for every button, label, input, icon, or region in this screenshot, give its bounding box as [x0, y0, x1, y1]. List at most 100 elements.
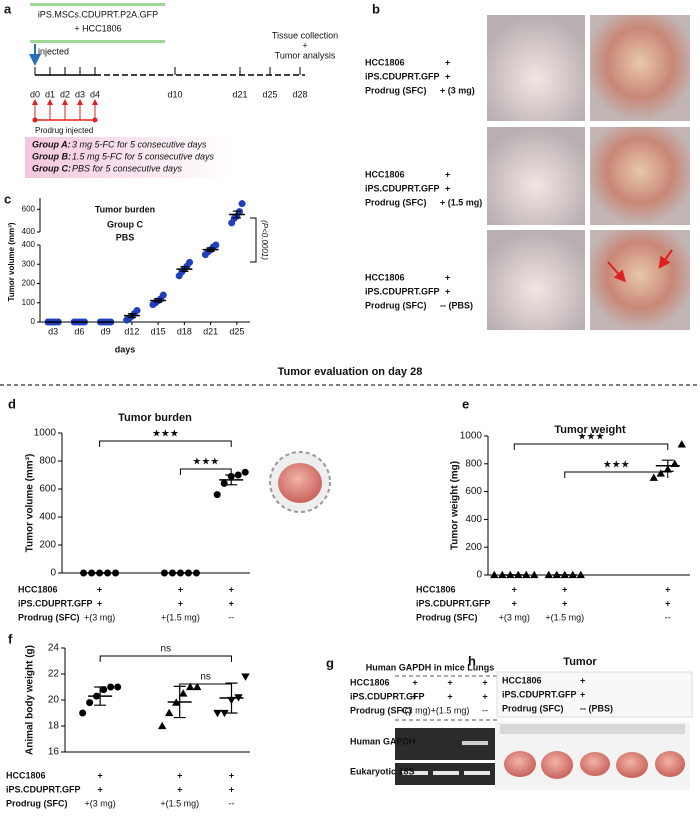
day-label: d10: [167, 89, 182, 99]
section-title: Tumor evaluation on day 28: [278, 366, 423, 378]
condition-label: iPS.CDUPRT.GFP: [365, 71, 440, 81]
y-tick-label: 1000: [460, 431, 483, 442]
data-point: [133, 306, 141, 314]
gel-band: [464, 771, 490, 775]
significance-bracket: [179, 683, 232, 690]
significance-label: ns: [161, 644, 172, 655]
data-point: [212, 241, 220, 249]
condition-label: iPS.CDUPRT.GFP: [18, 598, 93, 608]
y-tick-label: 18: [48, 721, 60, 732]
condition-label: HCC1806: [416, 584, 456, 594]
day-label: d2: [60, 89, 70, 99]
condition-value: +: [665, 584, 670, 594]
condition-value: +: [482, 691, 487, 701]
data-point: [186, 682, 195, 691]
p-bracket: [250, 217, 257, 263]
condition-value: +: [412, 691, 417, 701]
condition-value: +: [512, 584, 517, 594]
annotation: (P<0.0001): [260, 220, 269, 260]
y-tick-label: 400: [22, 240, 36, 249]
condition-label: HCC1806: [365, 169, 405, 179]
red-arrow: [607, 261, 626, 283]
group-text: 3 mg 5-FC for 5 consecutive days: [72, 139, 207, 149]
significance-bracket: [564, 471, 669, 478]
y-tick-label: 400: [22, 227, 36, 236]
panel-label: a: [4, 1, 12, 16]
condition-label: iPS.CDUPRT.GFP: [502, 689, 577, 699]
condition-label: HCC1806: [18, 584, 58, 594]
y-tick-label: 800: [465, 458, 482, 469]
condition-label: HCC1806: [6, 770, 46, 780]
condition-value: +(1.5 mg): [431, 705, 470, 715]
condition-value: +(3 mg): [499, 612, 530, 622]
y-tick-label: 200: [39, 540, 56, 551]
gel-band: [402, 771, 428, 775]
condition-value: +: [562, 598, 567, 608]
condition-value: --: [229, 798, 235, 808]
panel-label: d: [8, 396, 16, 411]
chart-title: Tumor burden: [118, 412, 192, 424]
endpoint: Tumor analysis: [275, 50, 336, 60]
condition-value: +: [512, 598, 517, 608]
x-tick-label: d6: [74, 326, 84, 336]
significance-bracket: [513, 443, 669, 450]
condition-label: Prodrug (SFC): [365, 197, 427, 207]
significance-label: ★★★: [603, 460, 630, 471]
panel-label: f: [8, 631, 13, 646]
condition-value: +(3 mg): [85, 798, 116, 808]
condition-value: +: [447, 691, 452, 701]
error-bar: [94, 686, 107, 706]
y-tick-label: 200: [465, 542, 482, 553]
condition-value: +(3 mg): [84, 612, 115, 622]
condition-value: +: [562, 584, 567, 594]
condition-value: +: [177, 784, 182, 794]
condition-value: +: [445, 169, 450, 179]
data-point: [159, 291, 167, 299]
gel-band: [462, 741, 488, 745]
tumor: [580, 752, 610, 776]
error-bar: [180, 266, 189, 272]
group-name: Group B:: [32, 151, 71, 161]
data-point: [220, 479, 228, 487]
condition-value: +: [445, 272, 450, 282]
day-label: d25: [262, 89, 277, 99]
y-tick-label: 1000: [34, 428, 57, 439]
condition-value: +: [580, 689, 585, 699]
data-point: [649, 473, 658, 481]
condition-value: -- (PBS): [440, 300, 473, 310]
data-point: [656, 469, 665, 477]
y-tick-label: 24: [48, 643, 60, 654]
condition-value: + (1.5 mg): [440, 197, 482, 207]
y-axis-label: Tumor volume (mm³): [7, 222, 16, 301]
error-bar: [154, 298, 163, 303]
condition-value: +(1.5 mg): [160, 798, 199, 808]
group-name: Group A:: [32, 139, 71, 149]
condition-label: iPS.CDUPRT.GFP: [365, 183, 440, 193]
condition-label: HCC1806: [365, 272, 405, 282]
day-label: d4: [90, 89, 100, 99]
condition-label: Prodrug (SFC): [365, 300, 427, 310]
data-point: [112, 569, 120, 577]
group-text: PBS for 5 consecutive days: [72, 163, 183, 173]
y-tick-label: 100: [22, 298, 36, 307]
x-axis-label: days: [115, 344, 136, 354]
chart-subtitle: Group C: [107, 219, 143, 229]
condition-label: iPS.CDUPRT.GFP: [350, 691, 425, 701]
data-point: [107, 683, 115, 691]
condition-value: +: [229, 598, 234, 608]
condition-value: --: [228, 612, 234, 622]
data-point: [576, 570, 585, 579]
condition-value: +(1.5 mg): [545, 612, 584, 622]
data-point: [238, 200, 246, 208]
green-bar: [30, 3, 165, 6]
ruler: [500, 724, 685, 734]
band-label: Eukaryotic 18S: [350, 766, 415, 776]
treatment: + HCC1806: [74, 23, 121, 33]
condition-value: +: [97, 598, 102, 608]
x-tick-label: d12: [124, 326, 139, 336]
label-box: [496, 671, 693, 718]
condition-value: +: [482, 677, 487, 687]
condition-label: HCC1806: [365, 57, 405, 67]
data-point: [193, 682, 202, 691]
